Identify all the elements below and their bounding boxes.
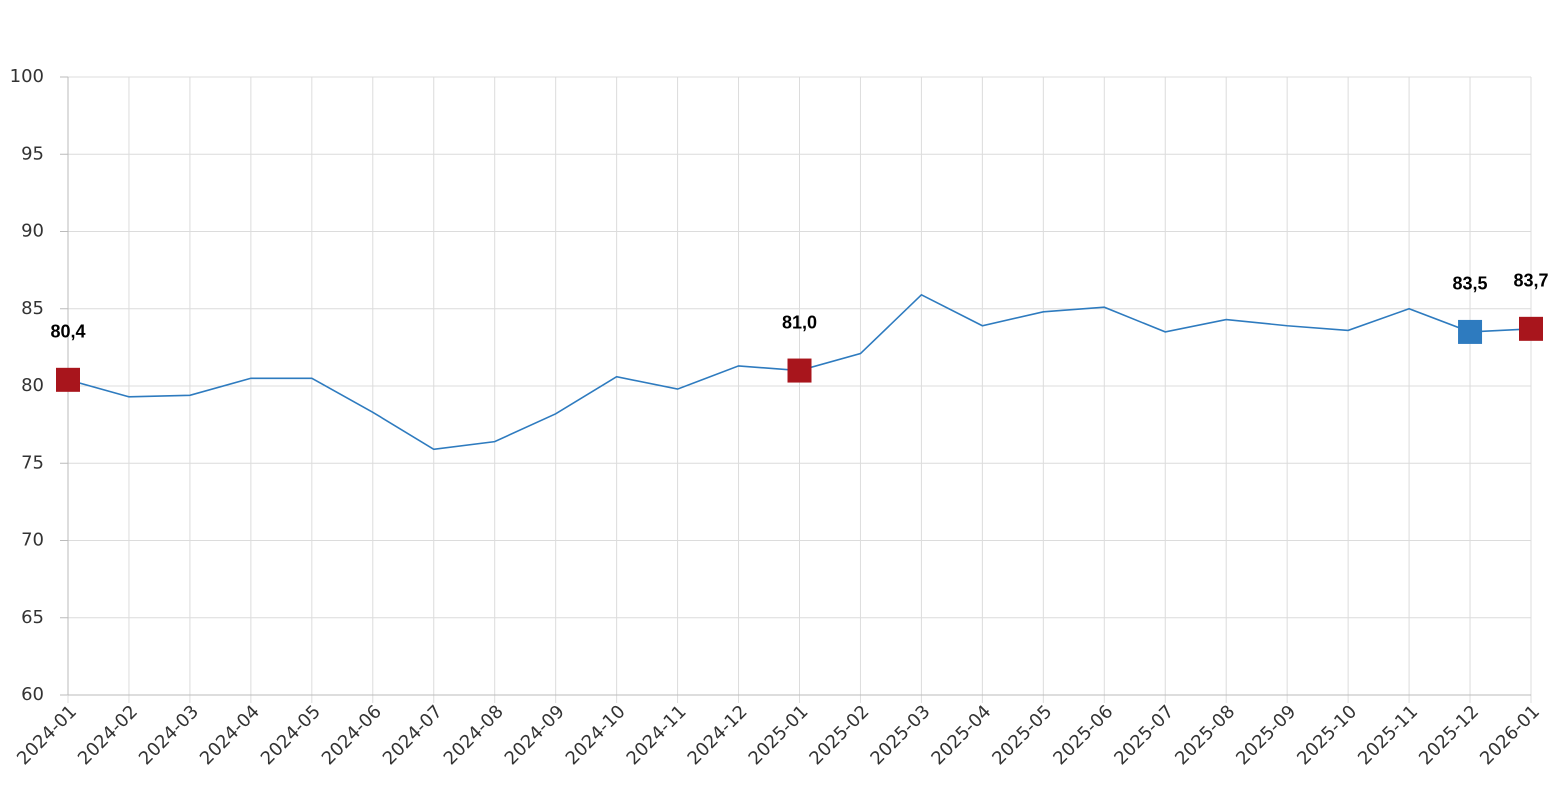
x-tick-label: 2025-09 (1232, 701, 1300, 769)
x-tick-label: 2025-08 (1171, 701, 1239, 769)
x-tick-label: 2024-11 (623, 701, 691, 769)
value-label: 83,5 (1453, 274, 1488, 294)
x-tick-label: 2025-03 (866, 701, 934, 769)
x-tick-label: 2026-01 (1476, 701, 1544, 769)
marker (1519, 316, 1543, 341)
value-label: 83,7 (1513, 271, 1548, 291)
x-tick-label: 2025-12 (1415, 701, 1483, 769)
x-tick-label: 2025-04 (927, 701, 995, 769)
x-tick-label: 2025-06 (1049, 701, 1117, 769)
x-tick-label: 2024-05 (257, 701, 325, 769)
x-tick-label: 2025-11 (1354, 701, 1422, 769)
marker (787, 358, 812, 383)
value-label: 81,0 (782, 312, 817, 332)
x-tick-label: 2025-05 (988, 701, 1056, 769)
y-tick-label: 65 (21, 607, 44, 628)
y-tick-label: 90 (21, 221, 44, 242)
y-tick-label: 60 (21, 684, 44, 705)
x-tick-label: 2024-09 (501, 701, 569, 769)
y-tick-label: 85 (21, 298, 44, 319)
x-tick-label: 2024-07 (379, 701, 447, 769)
x-tick-label: 2024-01 (13, 701, 81, 769)
value-label: 80,4 (50, 322, 85, 342)
x-tick-label: 2025-10 (1293, 701, 1361, 769)
x-tick-label: 2024-06 (318, 701, 386, 769)
x-tick-label: 2024-08 (440, 701, 508, 769)
y-tick-label: 95 (21, 143, 44, 164)
x-tick-label: 2024-04 (196, 701, 264, 769)
x-tick-label: 2025-02 (805, 701, 873, 769)
x-tick-label: 2024-12 (684, 701, 752, 769)
x-tick-label: 2024-03 (135, 701, 203, 769)
x-tick-label: 2024-10 (562, 701, 630, 769)
x-tick-label: 2025-01 (745, 701, 813, 769)
x-tick-label: 2025-07 (1110, 701, 1178, 769)
marker (1458, 319, 1483, 344)
y-tick-label: 70 (21, 530, 44, 551)
marker (56, 367, 80, 392)
y-tick-label: 80 (21, 375, 44, 396)
y-tick-label: 75 (21, 452, 44, 473)
y-tick-label: 100 (10, 66, 44, 87)
x-tick-label: 2024-02 (74, 701, 142, 769)
